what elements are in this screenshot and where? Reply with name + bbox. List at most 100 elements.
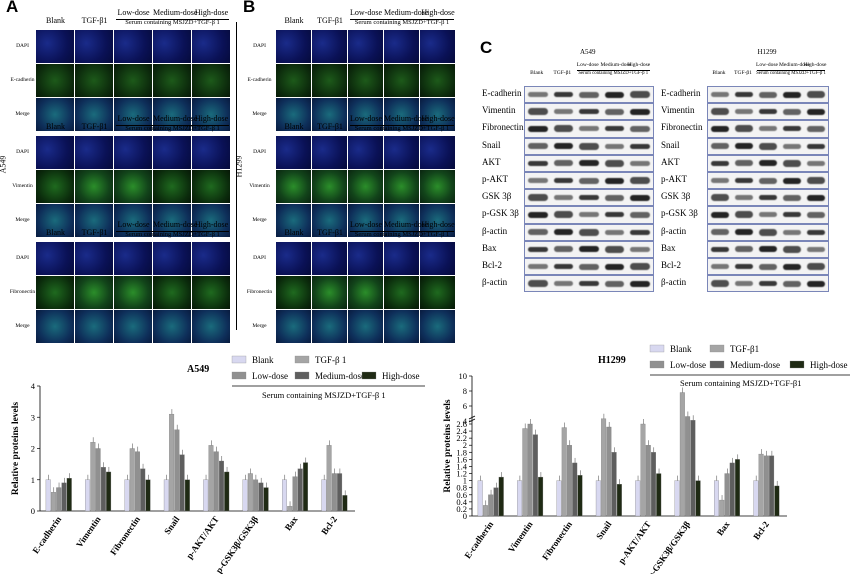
y-tick-label: 0.2 <box>456 504 467 514</box>
h1299-fib-image-fib-blank <box>276 276 311 309</box>
a549-ecad-row-label-merge: Merge <box>15 111 30 117</box>
y-tick-label: 2 <box>463 440 467 450</box>
a549-protein-4: AKT <box>482 156 501 167</box>
y-tick-label: 0 <box>463 511 467 521</box>
y-tick-label: 1 <box>31 475 35 485</box>
y-tick-label: 2 <box>31 444 35 454</box>
y-tick-label: 1.6 <box>456 454 467 464</box>
a549-vim-serum-label: Serum containing MSJZD+TGF-β 1 <box>125 125 220 132</box>
legend-label: High-dose <box>810 360 848 370</box>
h1299-blot-7 <box>707 206 829 224</box>
a549-band <box>528 229 548 236</box>
a549-band <box>579 160 599 167</box>
a549-ecad-image-ecad-medium <box>153 64 191 97</box>
h1299-band <box>807 229 825 235</box>
h1299-vim-image-merge-tgf <box>312 204 347 237</box>
a549-band <box>579 263 599 270</box>
a549-protein-5: p-AKT <box>482 174 508 184</box>
legend-swatch <box>649 344 665 353</box>
bar-High-dose <box>224 471 230 512</box>
bar-Medium-dose <box>493 487 499 517</box>
legend-label: High-dose <box>382 371 420 381</box>
a549-band <box>553 281 573 287</box>
a549-vim-row-label-vim: Vimentin <box>12 183 33 189</box>
bar-Blank <box>45 479 51 512</box>
a549-vim-col-low: Low-dose <box>117 114 150 123</box>
a549-band <box>630 194 650 201</box>
h1299-band <box>807 177 825 185</box>
a549-protein-11: β-actin <box>482 277 508 288</box>
legend-label: TGF-β1 <box>730 344 759 354</box>
a549-band <box>604 91 624 98</box>
bar-High-dose <box>498 476 504 517</box>
a549-band <box>553 264 573 270</box>
h1299-band <box>735 109 753 115</box>
h1299-fib-image-merge-medium <box>384 310 419 343</box>
a549-band <box>579 195 599 201</box>
a549-vim-image-merge-blank <box>36 204 74 237</box>
h1299-lane-0: Blank <box>712 70 726 76</box>
a549-band <box>630 91 650 99</box>
h1299-blot-8 <box>707 223 829 241</box>
bar-Low-dose <box>763 455 769 517</box>
a549-lane-3: Medium-dose <box>600 62 632 68</box>
a549-ecad-col-medium: Medium-dose <box>153 8 198 17</box>
h1299-band <box>783 245 801 253</box>
h1299-fib-col-low: Low-dose <box>350 220 382 229</box>
a549-fib-image-fib-medium <box>153 276 191 309</box>
a549-ecad-image-ecad-high <box>192 64 230 97</box>
a549-band <box>630 125 650 132</box>
h1299-lane-3: Medium-dose <box>779 62 810 68</box>
a549-fib-image-dapi-blank <box>36 242 74 275</box>
bar-High-dose <box>735 459 740 517</box>
a549-blot-0 <box>524 86 654 104</box>
h1299-vim-row-label-merge: Merge <box>252 217 267 223</box>
h1299-title: H1299 <box>757 48 777 56</box>
bar-TGF-β1 <box>522 428 528 517</box>
h1299-protein-2: Fibronectin <box>661 122 703 133</box>
h1299-vim-image-vim-blank <box>276 170 311 203</box>
h1299-fib-col-medium: Medium-dose <box>384 220 429 229</box>
h1299-band <box>735 211 753 219</box>
h1299-protein-1: Vimentin <box>661 105 695 116</box>
y-tick-label: 3 <box>31 412 35 422</box>
a549-ecad-image-dapi-high <box>192 30 230 63</box>
h1299-band <box>735 125 753 133</box>
h1299-band <box>783 212 801 218</box>
h1299-blot-2 <box>707 120 829 138</box>
h1299-vim-image-dapi-blank <box>276 136 311 169</box>
a549-vim-col-tgf: TGF-β1 <box>81 122 108 131</box>
h1299-bar-chart: H1299 Blank TGF-β1 Low-dose Medium-dose High-… <box>443 344 850 574</box>
a549-blot-3 <box>524 137 654 155</box>
h1299-fib-image-fib-low <box>348 276 383 309</box>
h1299-fib-image-dapi-blank <box>276 242 311 275</box>
h1299-vim-col-blank: Blank <box>284 122 304 131</box>
a549-fib-row-label-fib: Fibronectin <box>9 289 36 295</box>
h1299-ecad-image-dapi-high <box>420 30 455 63</box>
h1299-ecad-image-merge-blank <box>276 98 311 131</box>
bar-Medium-dose <box>572 462 578 517</box>
a549-ecad-image-ecad-low <box>114 64 152 97</box>
h1299-band <box>735 160 753 167</box>
a549-ecad-image-dapi-low <box>114 30 152 63</box>
x-tick-label: Vimentin <box>506 519 535 554</box>
bar-Low-dose <box>567 445 572 517</box>
a549-fib-image-dapi-medium <box>153 242 191 275</box>
a549-band <box>553 246 573 253</box>
h1299-fib-col-high: High-dose <box>421 220 455 229</box>
bar-Low-dose <box>95 448 101 512</box>
bar-Medium-dose <box>61 482 67 512</box>
x-tick-label: E-cadherin <box>30 514 63 555</box>
bar-TGF-β1 <box>561 427 567 517</box>
a549-fib-image-fib-high <box>192 276 230 309</box>
h1299-fib-image-fib-high <box>420 276 455 309</box>
h1299-band <box>711 211 729 218</box>
a549-lane-4: High-dose <box>627 62 651 68</box>
h1299-band <box>759 281 777 287</box>
a549-protein-6: GSK 3β <box>482 191 512 202</box>
h1299-fib-image-fib-medium <box>384 276 419 309</box>
a549-band <box>579 91 599 98</box>
h1299-ecad-image-dapi-medium <box>384 30 419 63</box>
legend-swatch <box>649 360 665 369</box>
h1299-band <box>807 108 825 115</box>
